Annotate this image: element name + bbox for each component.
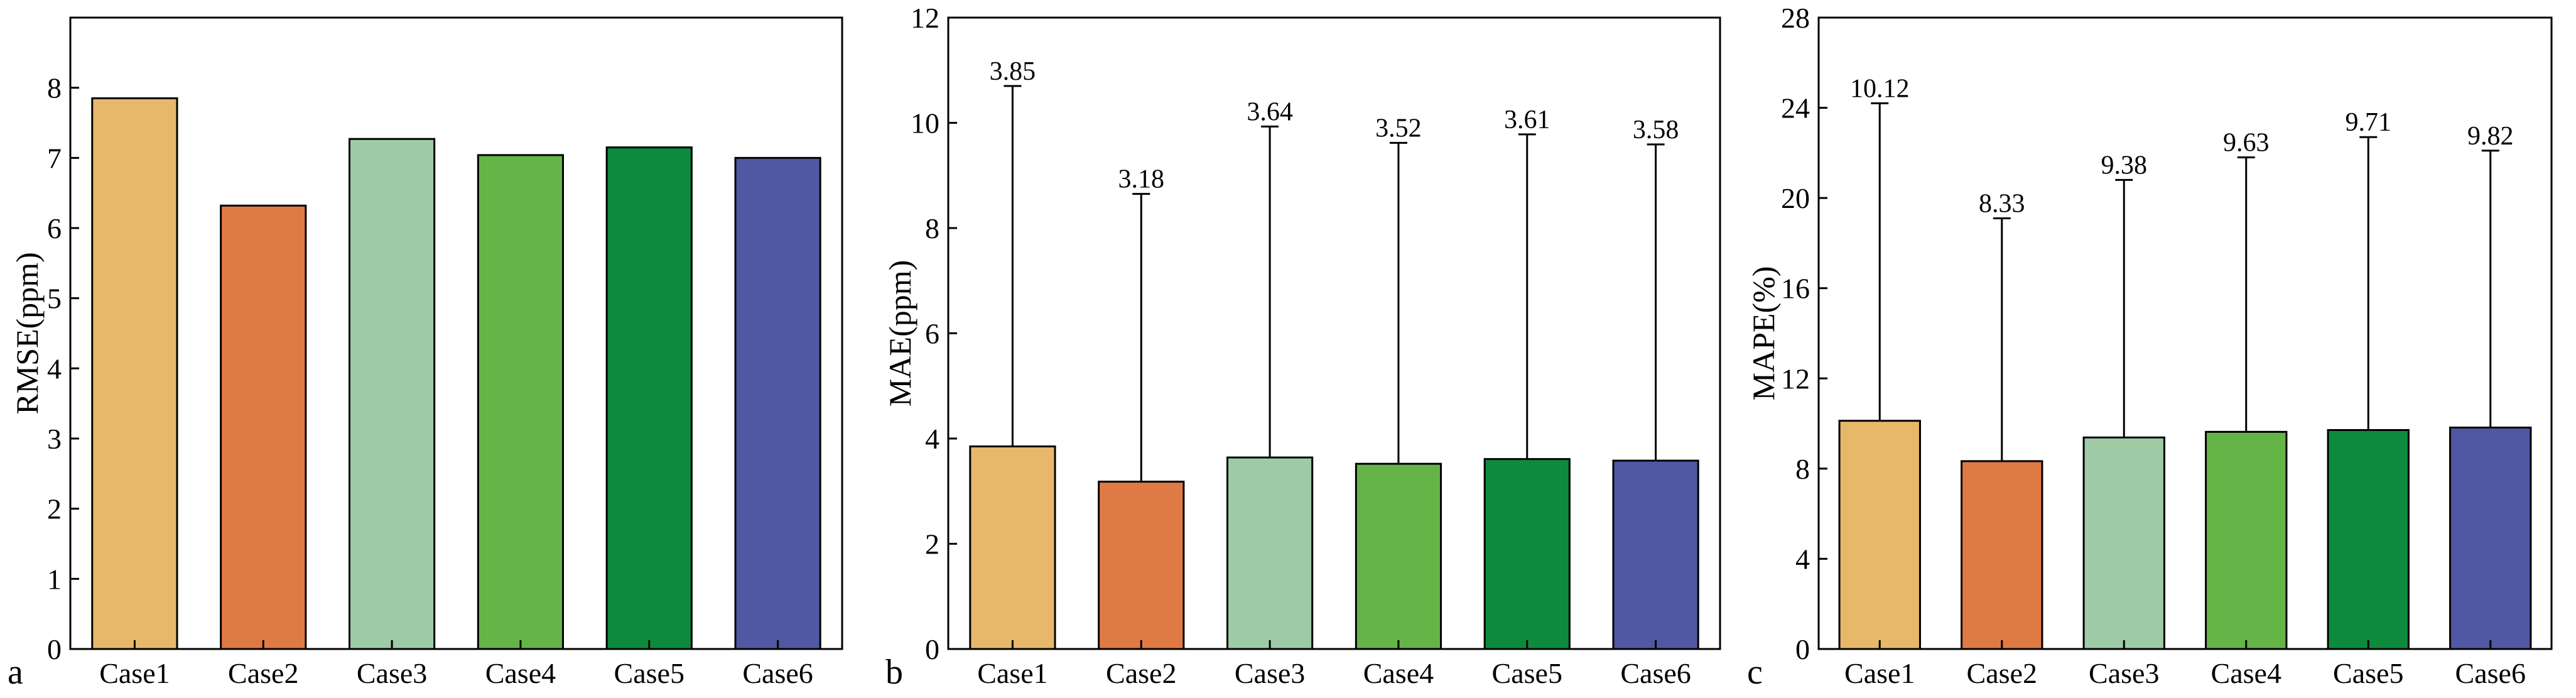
y-tick-label: 6 — [925, 318, 939, 350]
y-tick-label: 7 — [47, 142, 62, 174]
bar-case4 — [1355, 462, 1442, 650]
y-tick-label: 0 — [925, 633, 939, 665]
x-tick-label-case3: Case3 — [2089, 657, 2159, 689]
y-axis-label: MAPE(%) — [1746, 266, 1781, 401]
x-tick-label-case4: Case4 — [1363, 657, 1434, 689]
y-tick-label: 28 — [1781, 2, 1810, 34]
y-tick-label: 4 — [1795, 543, 1810, 575]
bar-case1 — [1838, 420, 1921, 650]
panel-letter-a: a — [8, 653, 23, 692]
x-tick-label-case6: Case6 — [742, 657, 813, 689]
data-label-case1: 3.85 — [990, 57, 1036, 86]
plot-frame — [1817, 16, 2553, 650]
plot-frame — [947, 16, 1721, 650]
data-label-case5: 3.61 — [1504, 106, 1550, 134]
bar-case2 — [1098, 481, 1185, 650]
y-tick-label: 12 — [911, 2, 939, 34]
bar-case5 — [605, 146, 693, 650]
bar-case6 — [2449, 427, 2532, 650]
y-axis-label: RMSE(ppm) — [9, 252, 45, 414]
y-tick-label: 1 — [47, 563, 62, 595]
data-label-case4: 9.63 — [2223, 129, 2270, 158]
data-label-case5: 9.71 — [2346, 108, 2392, 137]
bar-case3 — [2082, 436, 2165, 650]
data-label-case2: 8.33 — [1979, 189, 2025, 218]
y-tick-label: 8 — [47, 72, 62, 104]
y-tick-label: 3 — [47, 423, 62, 455]
data-label-case1: 10.12 — [1850, 74, 1910, 103]
bar-case3 — [348, 138, 436, 650]
x-tick-label-case6: Case6 — [1620, 657, 1691, 689]
chart-panel-a: 0 1 2 3 4 5 6 7 8 Case1 Case2 Case3 Case4 Case5 Case6 R… — [8, 16, 843, 692]
y-tick-label: 2 — [925, 528, 939, 560]
y-tick-label: 10 — [911, 107, 939, 139]
y-tick-label: 20 — [1781, 182, 1810, 214]
x-tick-label-case3: Case3 — [1235, 657, 1305, 689]
bar-case2 — [1961, 460, 2043, 650]
plot-frame — [69, 16, 843, 650]
bar-case2 — [220, 204, 307, 650]
bar-case5 — [1483, 458, 1571, 650]
data-label-case3: 3.64 — [1247, 97, 1293, 126]
x-tick-label-case2: Case2 — [1967, 657, 2037, 689]
bar-case5 — [2327, 428, 2410, 650]
bar-case6 — [734, 156, 821, 650]
y-tick-label: 5 — [47, 283, 62, 315]
data-label-case6: 3.58 — [1633, 116, 1679, 145]
x-tick-label-case1: Case1 — [99, 657, 170, 689]
y-axis-label: MAE(ppm) — [882, 260, 917, 406]
data-label-case6: 9.82 — [2467, 122, 2514, 151]
y-tick-label: 8 — [1795, 453, 1810, 485]
chart-panel-b: 0 2 4 6 8 10 12 3.85 Case1 3.18 Case2 3.64 Case3 3.52… — [882, 2, 1721, 692]
bar-case1 — [91, 97, 178, 650]
y-tick-label: 2 — [47, 493, 62, 525]
panel-letter-b: b — [885, 653, 903, 692]
x-tick-label-case5: Case5 — [2333, 657, 2403, 689]
bar-case3 — [1226, 456, 1314, 650]
chart-panel-c: 0 4 8 12 16 20 24 28 10.12 Case1 8.33 Case2 9.38 Case… — [1746, 2, 2553, 692]
y-tick-label: 0 — [1795, 633, 1810, 665]
y-tick-label: 0 — [47, 633, 62, 665]
bar-case4 — [2205, 430, 2288, 650]
y-tick-label: 16 — [1781, 273, 1810, 305]
x-tick-label-case5: Case5 — [1492, 657, 1562, 689]
y-tick-label: 4 — [925, 423, 939, 455]
x-tick-label-case4: Case4 — [485, 657, 556, 689]
data-label-case4: 3.52 — [1375, 114, 1422, 143]
y-tick-label: 6 — [47, 212, 62, 244]
y-tick-label: 24 — [1781, 92, 1810, 124]
y-tick-label: 12 — [1781, 363, 1810, 395]
bar-case1 — [969, 445, 1056, 650]
data-label-case3: 9.38 — [2101, 151, 2148, 180]
x-tick-label-case6: Case6 — [2455, 657, 2526, 689]
x-tick-label-case1: Case1 — [977, 657, 1047, 689]
bar-case4 — [477, 154, 565, 650]
x-tick-label-case2: Case2 — [1106, 657, 1176, 689]
y-tick-label: 8 — [925, 212, 939, 244]
x-tick-label-case3: Case3 — [357, 657, 427, 689]
panel-letter-c: c — [1747, 653, 1763, 692]
x-tick-label-case1: Case1 — [1844, 657, 1915, 689]
x-tick-label-case2: Case2 — [228, 657, 298, 689]
x-tick-label-case4: Case4 — [2211, 657, 2281, 689]
x-tick-label-case5: Case5 — [614, 657, 685, 689]
data-label-case2: 3.18 — [1118, 165, 1165, 194]
bar-case6 — [1612, 459, 1699, 650]
y-tick-label: 4 — [47, 352, 62, 384]
